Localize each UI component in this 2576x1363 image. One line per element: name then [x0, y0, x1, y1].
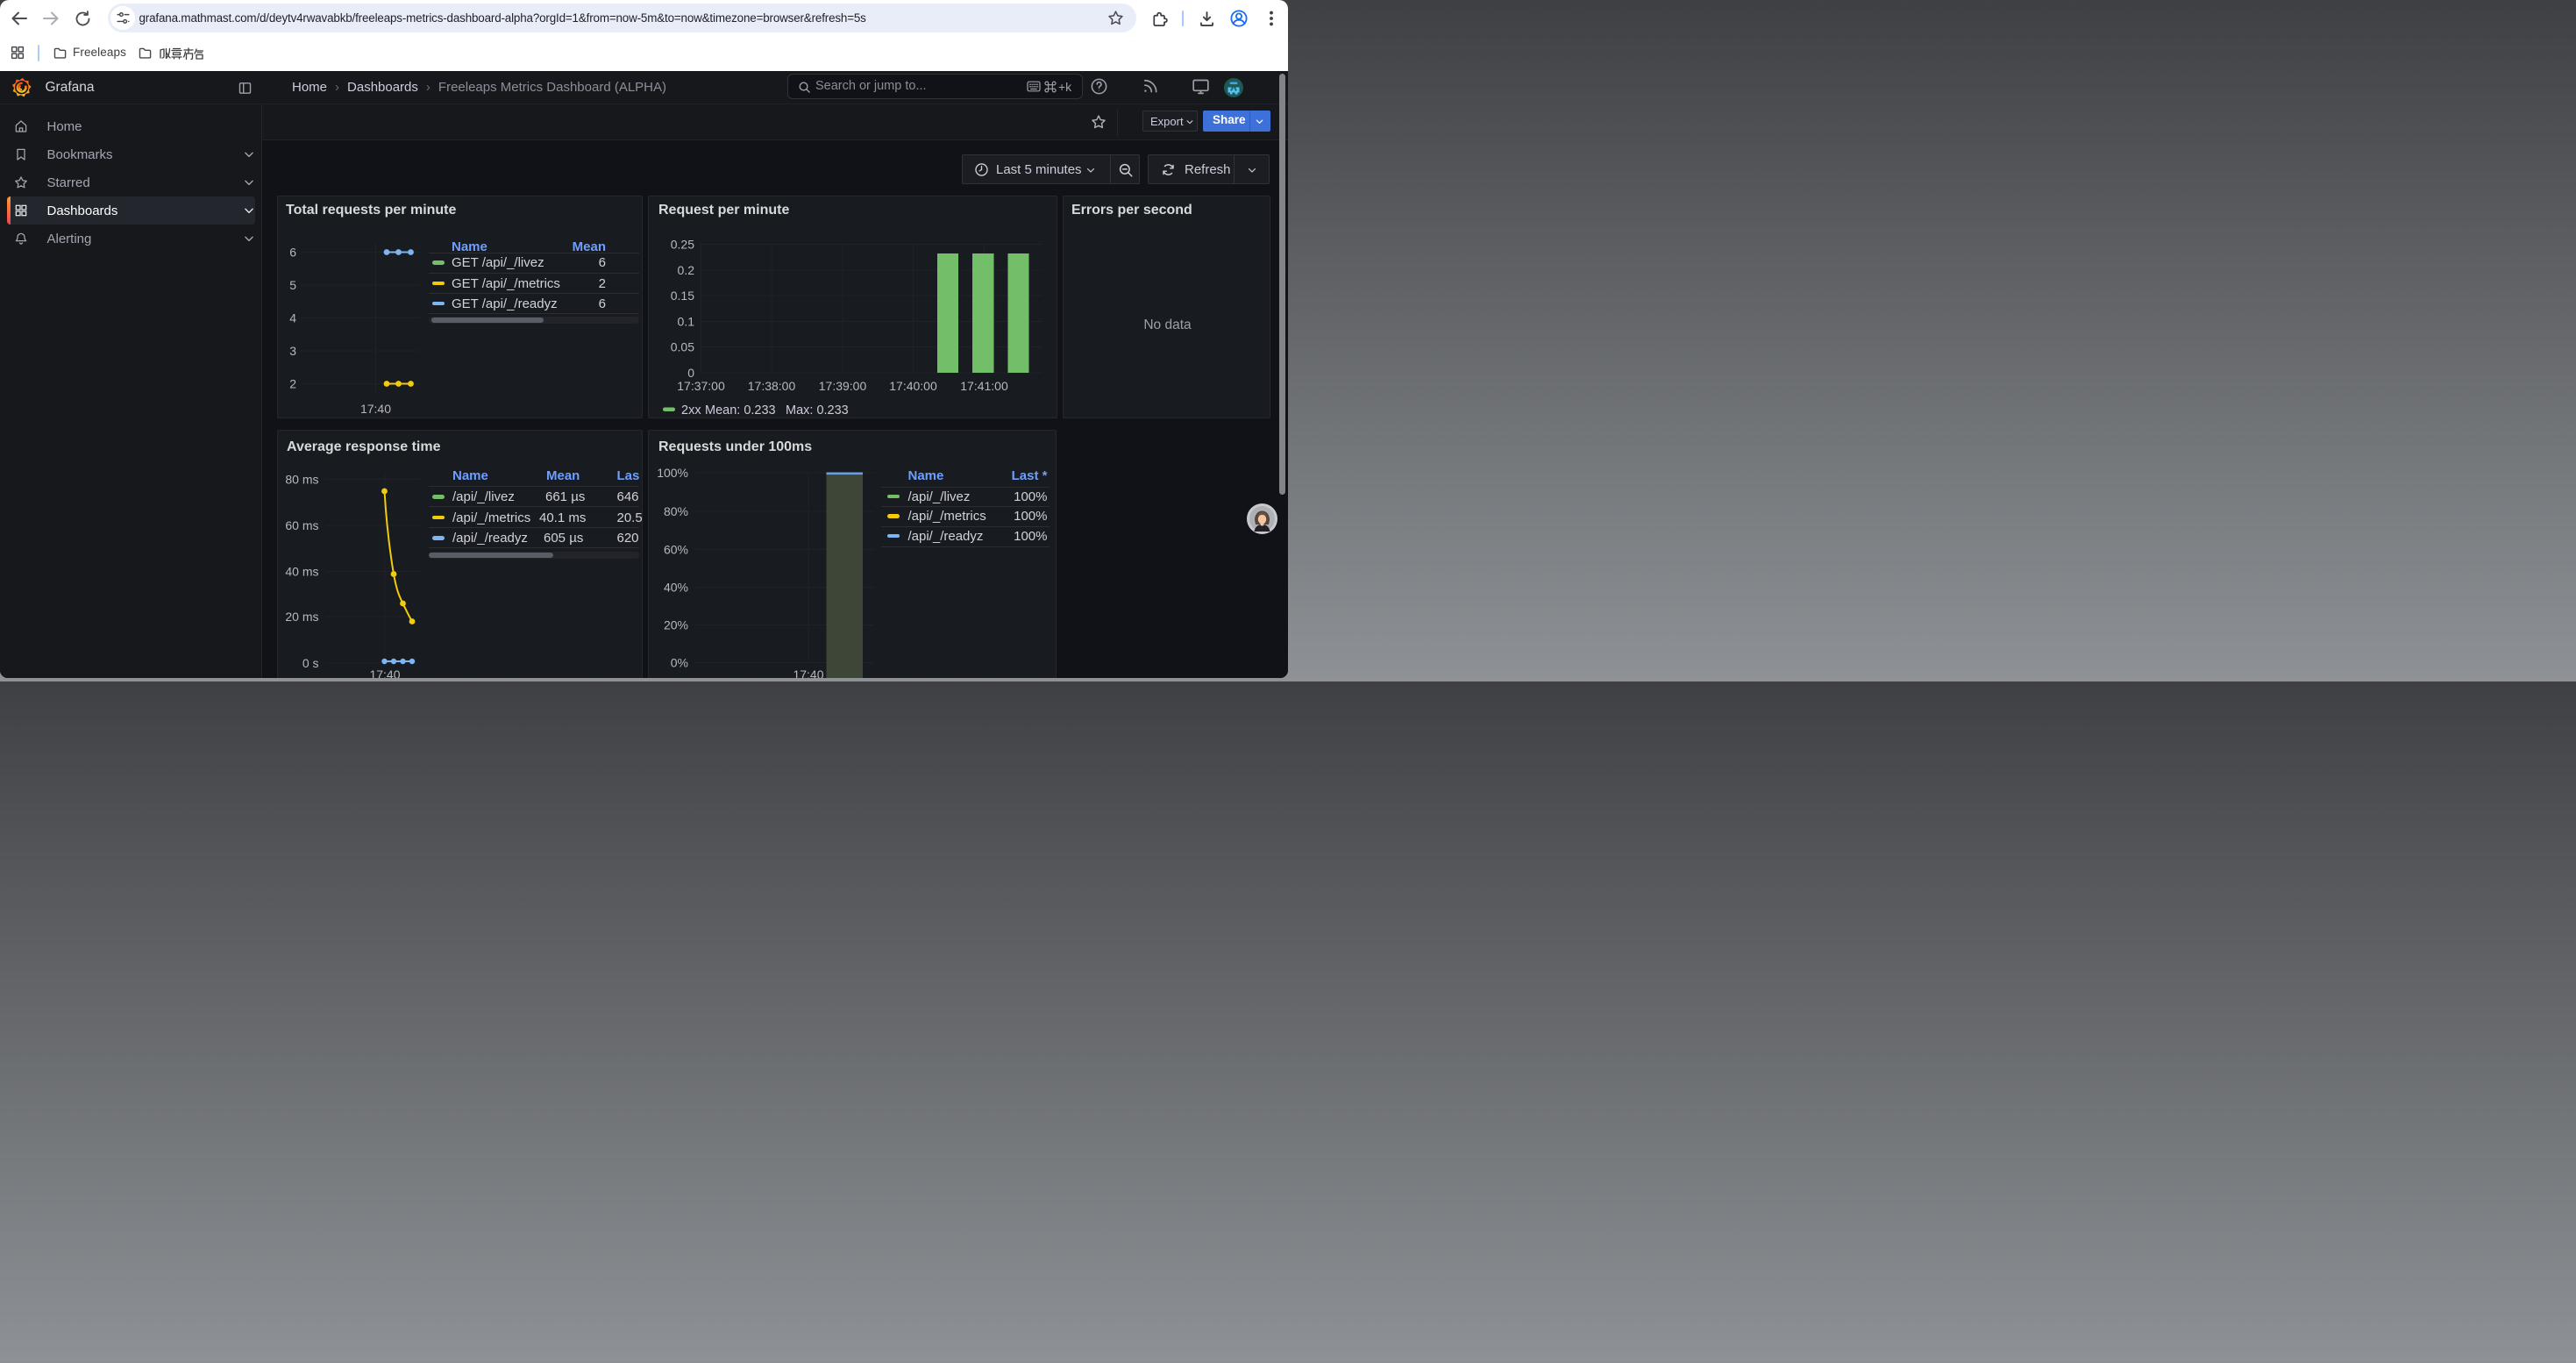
svg-text:Max: 0.233: Max: 0.233	[786, 403, 849, 417]
svg-text:0.05: 0.05	[671, 340, 694, 354]
svg-text:17:40: 17:40	[360, 402, 391, 416]
svg-text:60 ms: 60 ms	[285, 518, 318, 532]
svg-text:0%: 0%	[671, 655, 688, 669]
svg-text:17:40: 17:40	[793, 667, 823, 679]
svg-text:40%: 40%	[664, 580, 688, 594]
svg-text:60%: 60%	[664, 542, 688, 556]
svg-text:80%: 80%	[664, 504, 688, 518]
svg-text:0.15: 0.15	[671, 289, 694, 303]
svg-text:2xx: 2xx	[681, 403, 701, 417]
svg-text:80 ms: 80 ms	[285, 472, 318, 486]
svg-text:0.25: 0.25	[671, 238, 694, 252]
svg-text:6: 6	[289, 246, 296, 260]
svg-text:17:40:00: 17:40:00	[889, 379, 937, 393]
svg-text:5: 5	[289, 278, 296, 292]
svg-text:20 ms: 20 ms	[285, 610, 318, 624]
svg-text:Mean: 0.233: Mean: 0.233	[705, 403, 776, 417]
svg-text:0 s: 0 s	[302, 656, 319, 670]
svg-text:0.2: 0.2	[678, 263, 695, 277]
svg-text:0.1: 0.1	[678, 315, 695, 329]
svg-text:17:40: 17:40	[369, 667, 400, 679]
svg-text:0: 0	[687, 366, 694, 380]
svg-text:100%: 100%	[657, 466, 688, 480]
svg-text:4: 4	[289, 311, 296, 325]
svg-text:17:37:00: 17:37:00	[677, 379, 725, 393]
svg-text:2: 2	[289, 377, 296, 391]
svg-text:17:39:00: 17:39:00	[819, 379, 867, 393]
svg-text:17:41:00: 17:41:00	[960, 379, 1008, 393]
svg-text:3: 3	[289, 344, 296, 358]
svg-text:17:38:00: 17:38:00	[748, 379, 796, 393]
svg-text:20%: 20%	[664, 617, 688, 632]
svg-text:40 ms: 40 ms	[285, 564, 318, 578]
